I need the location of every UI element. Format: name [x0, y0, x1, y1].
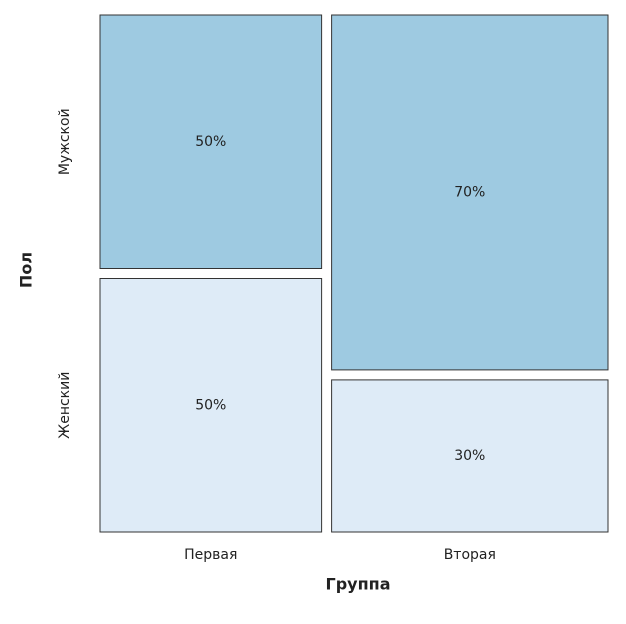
- value-label: 50%: [195, 134, 226, 150]
- x-tick-label: Первая: [184, 547, 237, 563]
- y-tick-label: Мужской: [57, 108, 73, 175]
- mosaic-cell: [331, 14, 609, 371]
- value-label: 70%: [454, 184, 485, 200]
- x-axis-label: Группа: [326, 575, 391, 594]
- mosaic-cell: [99, 278, 323, 533]
- y-tick-label: Женский: [57, 372, 73, 439]
- y-axis-label: Пол: [17, 252, 36, 288]
- x-tick-label: Вторая: [444, 547, 496, 563]
- value-label: 30%: [454, 448, 485, 464]
- mosaic-cell: [99, 14, 323, 269]
- mosaic-cell: [331, 379, 609, 533]
- value-label: 50%: [195, 397, 226, 413]
